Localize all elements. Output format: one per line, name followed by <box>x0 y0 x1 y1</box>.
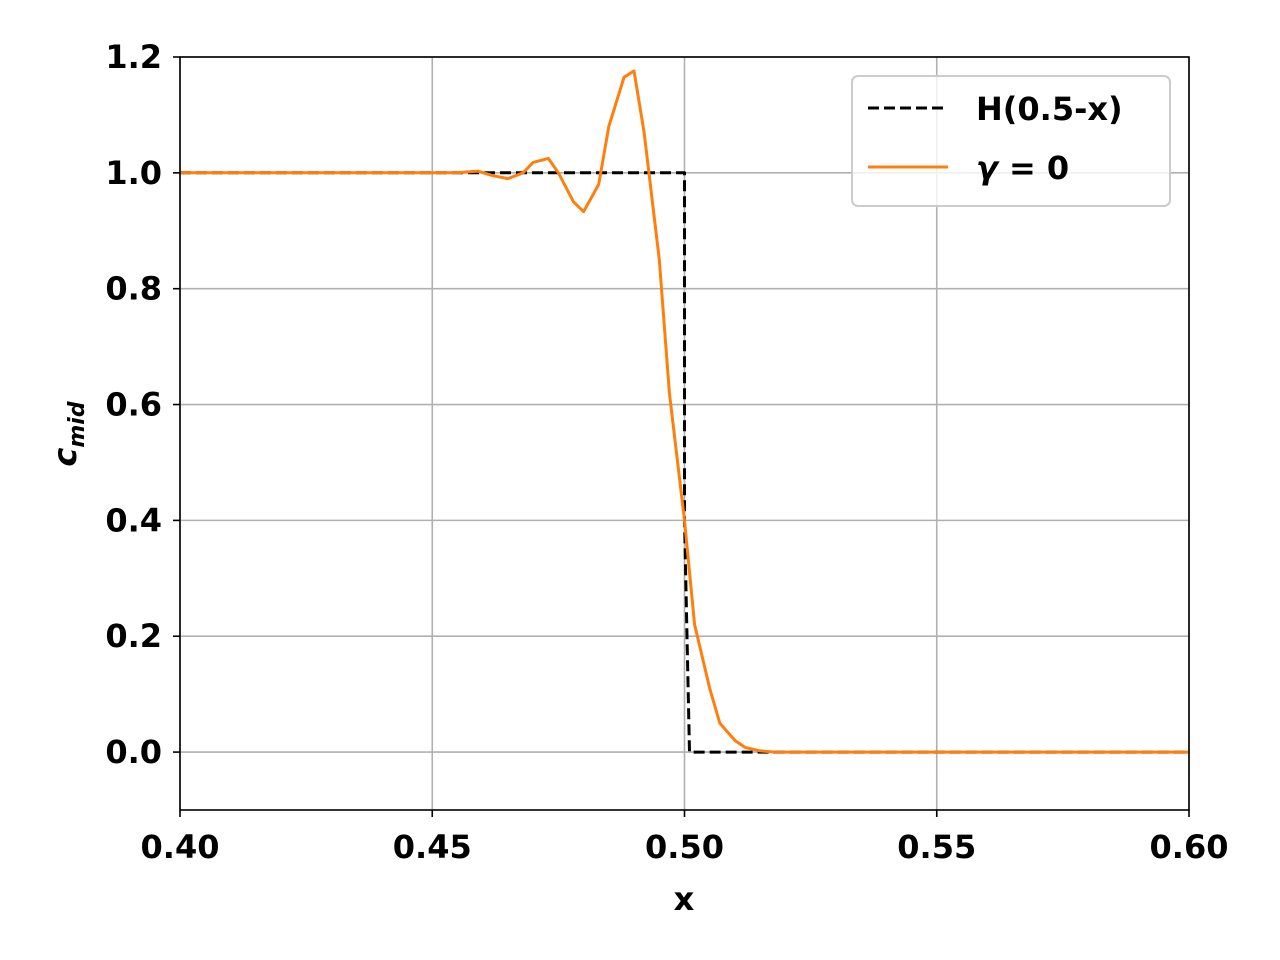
x-tick-label: 0.40 <box>141 828 220 866</box>
y-axis-label-base: c <box>46 448 84 467</box>
y-tick-label: 0.0 <box>105 733 162 771</box>
y-tick-label: 1.2 <box>105 38 162 76</box>
svg-text:cmid: cmid <box>46 401 90 466</box>
legend-label-gamma: γ = 0 <box>976 149 1069 187</box>
y-tick-label: 0.6 <box>105 386 162 424</box>
x-tick-label: 0.50 <box>645 828 724 866</box>
x-tick-label: 0.45 <box>393 828 472 866</box>
x-tick-label: 0.60 <box>1150 828 1229 866</box>
y-tick-label: 1.0 <box>105 154 162 192</box>
y-tick-label: 0.2 <box>105 617 162 655</box>
ticks: 0.40 0.45 0.50 0.55 0.60 0.0 0.2 0.4 0.6 0.8 1.0 1.… <box>105 38 1228 866</box>
y-axis-label-sub: mid <box>65 401 90 447</box>
series-line-gamma <box>180 69 1189 754</box>
legend-label-gamma-symbol: γ <box>976 149 1000 187</box>
legend-label-heaviside: H(0.5-x) <box>976 90 1123 128</box>
legend: H(0.5-x) γ = 0 <box>851 75 1171 207</box>
plot-lines <box>180 69 1189 754</box>
y-tick-label: 0.4 <box>105 501 162 539</box>
y-axis-label: cmid <box>46 401 90 466</box>
x-axis-label: x <box>674 880 695 918</box>
y-tick-label: 0.8 <box>105 270 162 308</box>
x-tick-label: 0.55 <box>897 828 976 866</box>
legend-box <box>851 75 1171 207</box>
legend-label-gamma-rest: = 0 <box>998 149 1069 187</box>
